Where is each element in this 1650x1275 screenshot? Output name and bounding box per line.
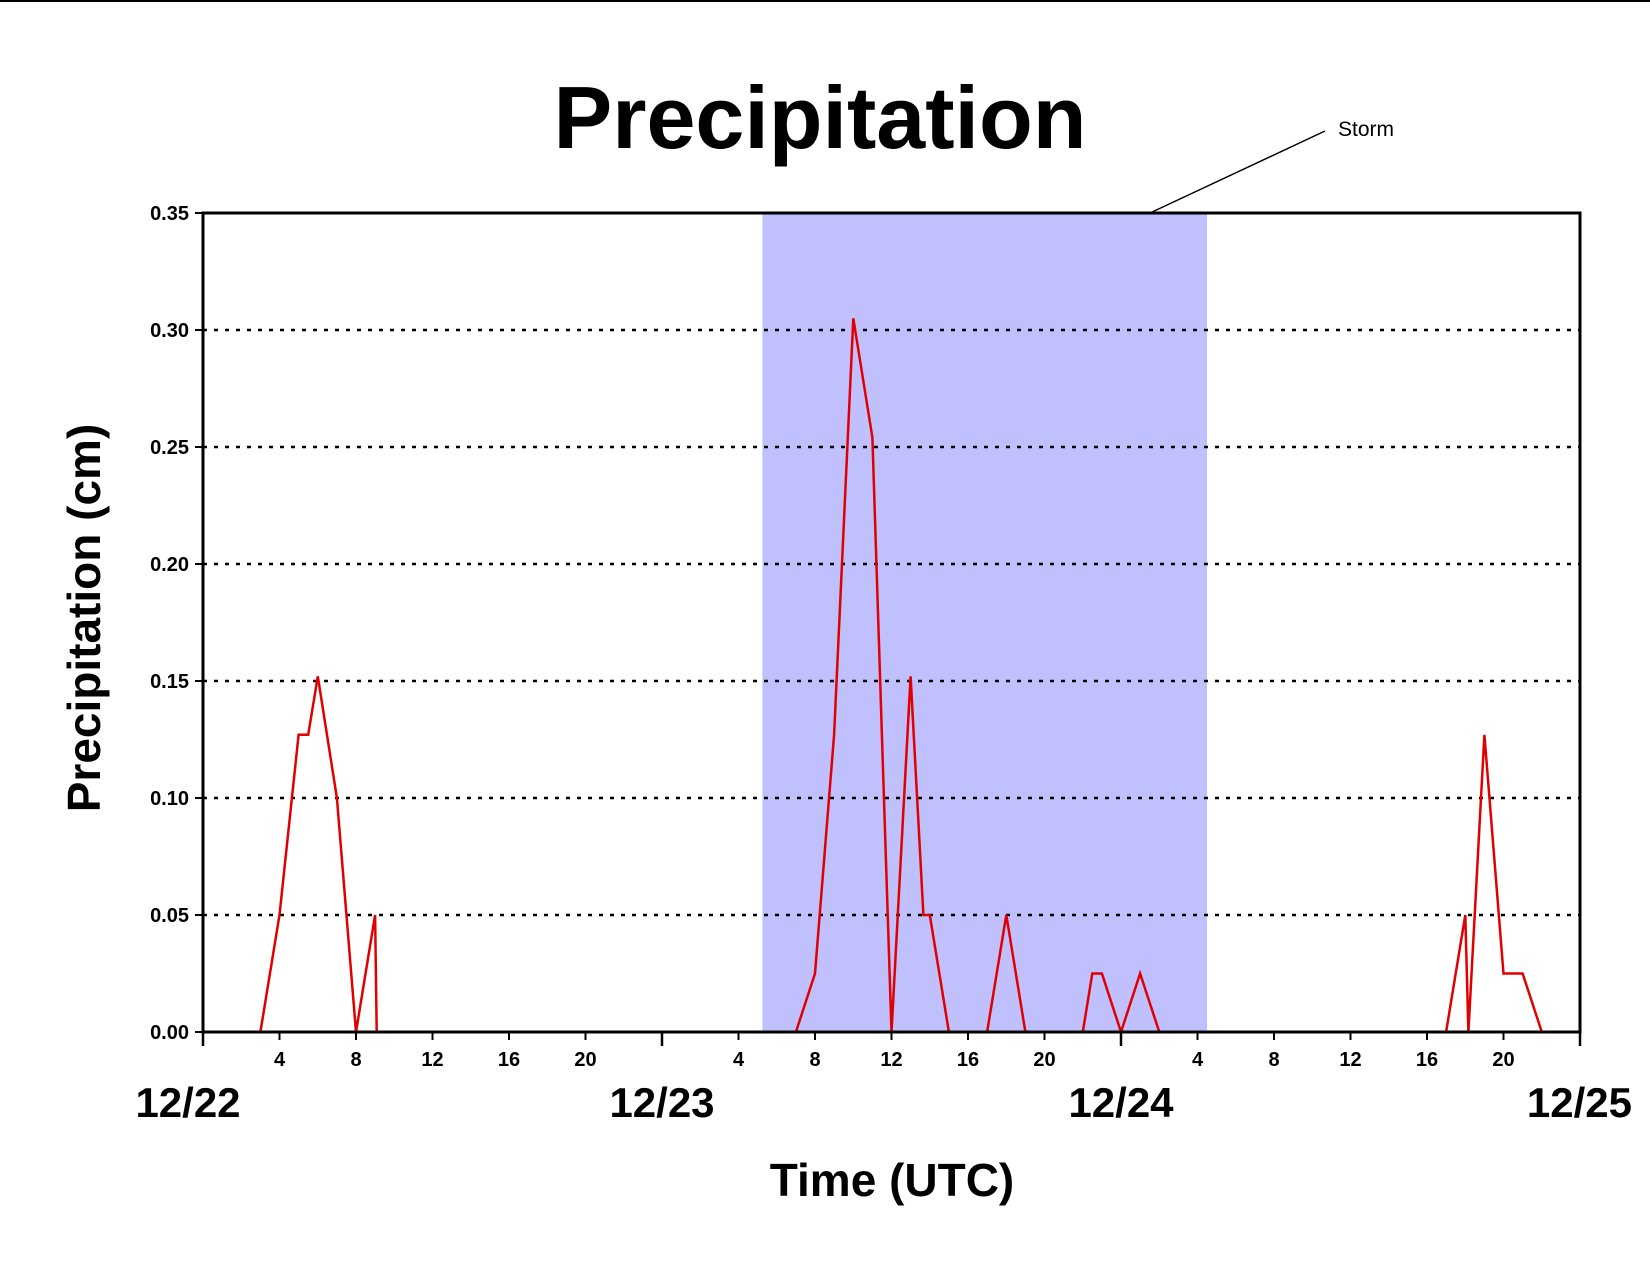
x-axis-ticks: 4 8 12 16 20 4 8 12 16 20 4 8 12 16 20 12/22 12/23 12/24 1… [135,1032,1632,1126]
storm-band [762,213,1208,1032]
precipitation-series-line [203,318,1580,1037]
x-tick-label: 20 [1492,1049,1514,1071]
y-tick-label: 0.25 [150,437,189,459]
x-tick-label: 16 [1416,1049,1438,1071]
y-tick-label: 0.20 [150,554,189,576]
x-tick-label: 8 [350,1049,361,1071]
x-tick-label: 12 [1339,1049,1361,1071]
y-tick-label: 0.35 [150,203,189,225]
data-series [203,318,1580,1037]
storm-annotation: Storm [1338,118,1394,141]
x-axis-label: Time (UTC) [770,1154,1015,1206]
x-tick-label: 16 [957,1049,979,1071]
x-day-label: 12/25 [1527,1079,1632,1126]
chart-title: Precipitation [554,68,1087,167]
x-tick-label: 20 [1033,1049,1055,1071]
y-tick-label: 0.10 [150,788,189,810]
x-day-label: 12/23 [609,1079,714,1126]
x-tick-label: 4 [1192,1049,1204,1071]
y-tick-label: 0.15 [150,671,189,693]
x-tick-label: 20 [574,1049,596,1071]
x-tick-label: 8 [809,1049,820,1071]
gridlines [203,328,1580,917]
x-tick-label: 12 [880,1049,902,1071]
x-day-label: 12/24 [1068,1079,1174,1126]
x-tick-label: 4 [733,1049,745,1071]
y-tick-label: 0.00 [150,1022,189,1044]
y-axis-label: Precipitation (cm) [58,424,110,813]
x-tick-label: 16 [498,1049,520,1071]
y-axis-ticks: 0.00 0.05 0.10 0.15 0.20 0.25 0.30 0.35 [150,203,203,1044]
y-tick-label: 0.05 [150,905,189,927]
y-tick-label: 0.30 [150,320,189,342]
x-tick-label: 8 [1268,1049,1279,1071]
x-tick-label: 12 [421,1049,443,1071]
x-tick-label: 4 [274,1049,286,1071]
storm-annotation-leader [1149,130,1326,214]
x-day-label: 12/22 [135,1079,240,1126]
